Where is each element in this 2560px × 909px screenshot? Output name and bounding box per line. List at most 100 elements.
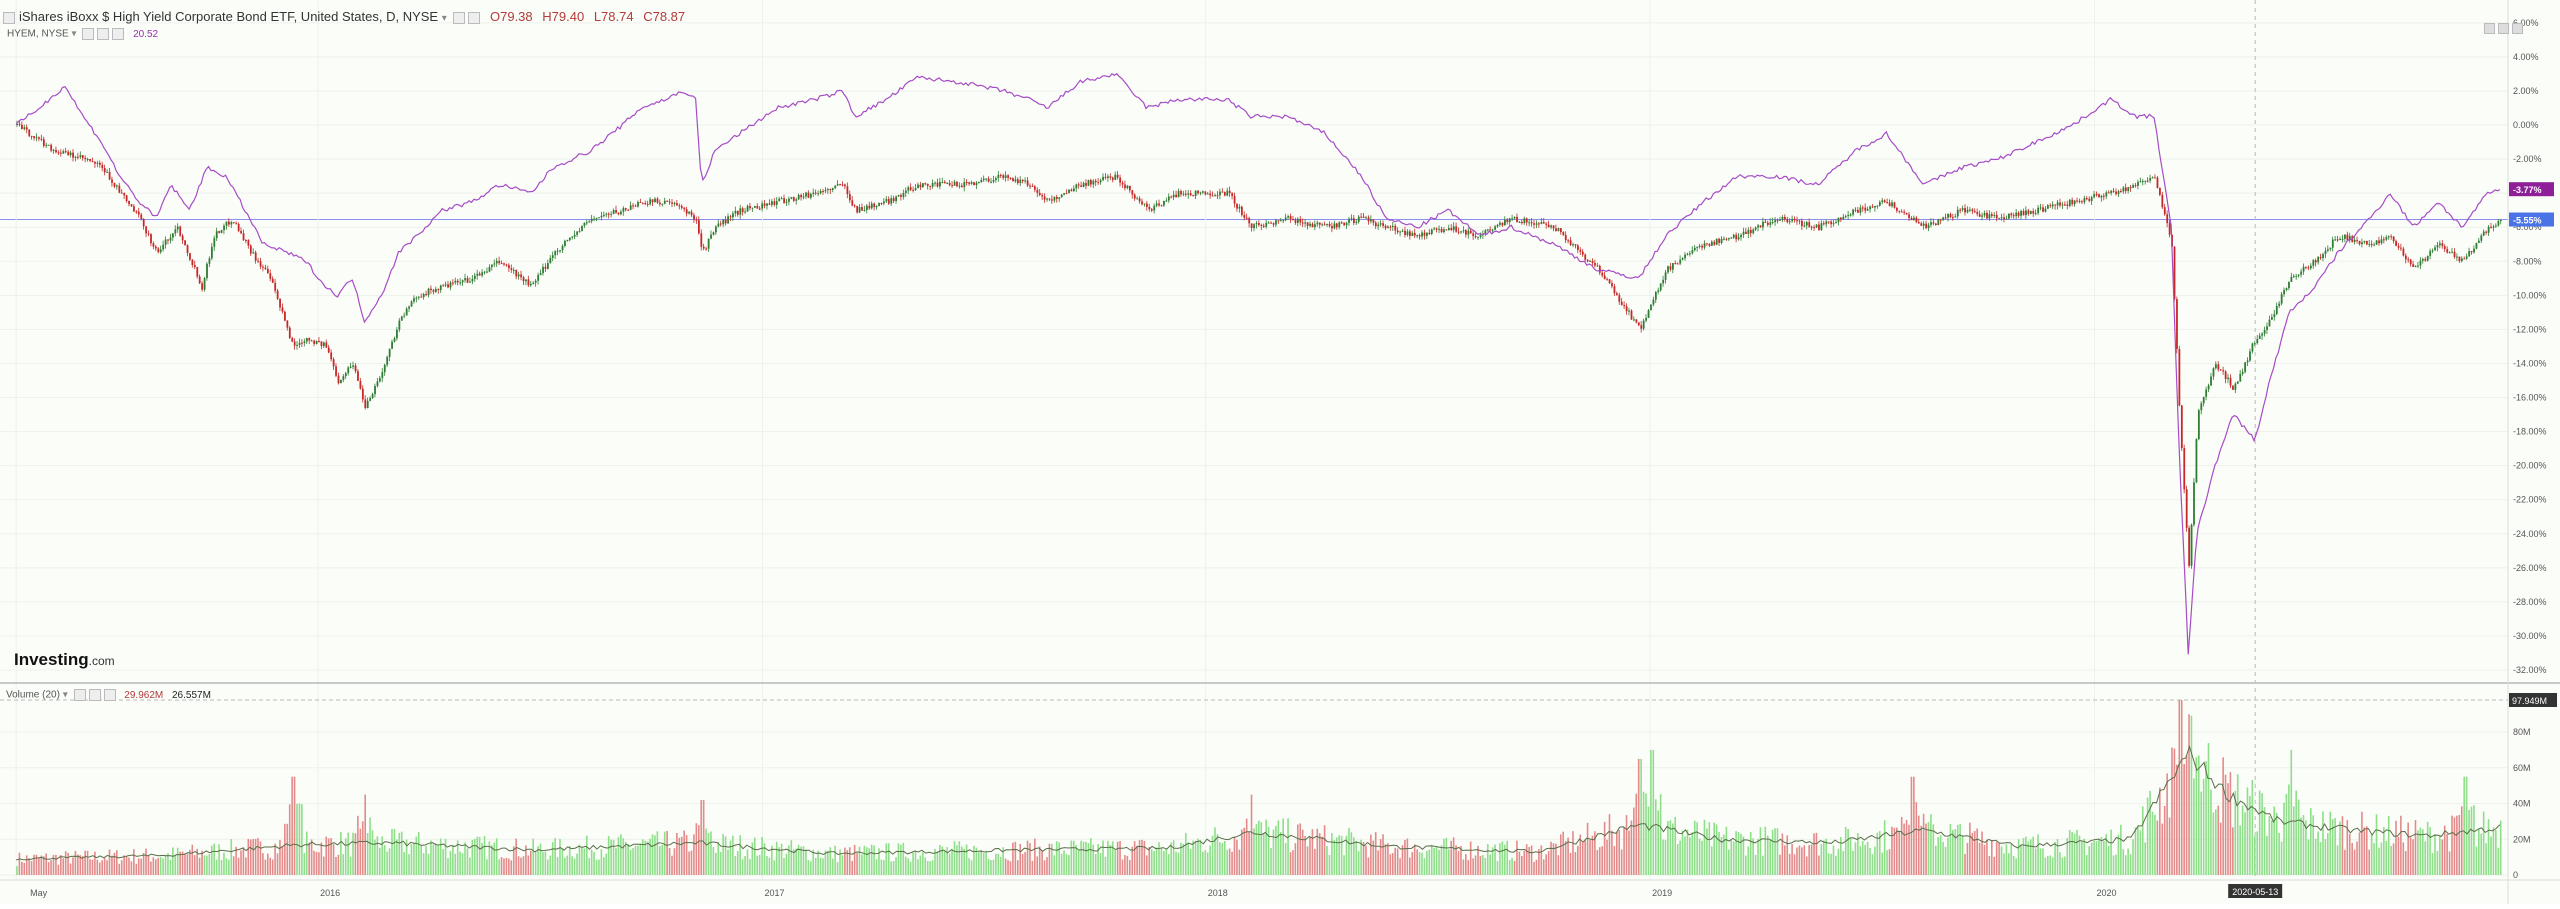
candle-body xyxy=(532,282,535,284)
volume-bar xyxy=(2271,820,2273,875)
candle-body xyxy=(308,338,311,341)
settings-icon[interactable] xyxy=(97,28,110,40)
candle-body xyxy=(1223,192,1226,196)
candle-body xyxy=(963,182,966,188)
candle-body xyxy=(1350,218,1353,220)
candle-body xyxy=(481,272,484,276)
candle-body xyxy=(364,399,367,408)
close-icon[interactable] xyxy=(468,11,481,24)
candle-body xyxy=(2071,199,2074,205)
maximize-pane-icon[interactable] xyxy=(2484,23,2495,34)
candle-body xyxy=(919,184,922,188)
close-pane-icon[interactable] xyxy=(2512,23,2523,34)
candle-body xyxy=(2439,243,2441,246)
candle-body xyxy=(2064,204,2066,206)
candle-body xyxy=(2322,254,2324,259)
volume-bar xyxy=(1087,843,1090,875)
candle-body xyxy=(1128,185,1131,191)
candle-body xyxy=(1396,230,1399,233)
volume-bar xyxy=(892,861,895,875)
volume-bar xyxy=(1379,839,1382,875)
volume-bar xyxy=(179,851,181,875)
candle-body xyxy=(680,206,683,208)
candle-body xyxy=(1167,196,1170,201)
candle-body xyxy=(456,280,459,283)
volume-bar xyxy=(1971,832,1974,875)
volume-bar xyxy=(240,850,242,875)
volume-bar xyxy=(79,855,82,875)
collapse-pane-icon[interactable] xyxy=(2498,23,2509,34)
candle-body xyxy=(856,206,859,213)
candle-body xyxy=(1265,222,1268,227)
candle-body xyxy=(1908,214,1910,218)
volume-bar xyxy=(603,857,605,875)
candle-body xyxy=(2448,252,2451,254)
candle-body xyxy=(264,267,267,270)
volume-bar xyxy=(1776,828,1779,875)
candle-body xyxy=(2229,377,2232,386)
volume-bar xyxy=(347,832,349,875)
eye-icon[interactable] xyxy=(82,28,95,40)
volume-bar xyxy=(529,850,532,875)
volume-bar xyxy=(705,828,707,875)
candle-body xyxy=(288,327,291,339)
candle-body xyxy=(1757,225,1760,228)
candle-body xyxy=(2029,211,2032,214)
volume-bar xyxy=(527,855,530,875)
main-legend: iShares iBoxx $ High Yield Corporate Bon… xyxy=(3,9,685,24)
volume-bar xyxy=(1258,820,1260,875)
volume-bar xyxy=(1486,844,1489,875)
volume-bar xyxy=(1090,838,1092,875)
volume-bar xyxy=(1182,843,1185,875)
candle-body xyxy=(1048,198,1051,200)
candle-body xyxy=(1387,226,1389,229)
volume-bar xyxy=(2137,825,2139,875)
volume-bar xyxy=(668,848,671,875)
settings-icon[interactable] xyxy=(88,689,101,701)
volume-bar xyxy=(802,846,805,875)
close-icon[interactable] xyxy=(103,689,116,701)
candle-body xyxy=(1331,226,1333,229)
x-tick-label: May xyxy=(30,888,48,898)
volume-bar xyxy=(856,853,858,875)
candle-body xyxy=(137,211,140,215)
eye-icon[interactable] xyxy=(73,689,86,701)
settings-icon[interactable] xyxy=(453,11,466,24)
candle-body xyxy=(861,207,863,211)
candle-body xyxy=(1844,215,1847,217)
chevron-down-icon[interactable]: ▾ xyxy=(71,28,77,40)
volume-bar xyxy=(1718,831,1720,875)
volume-bar xyxy=(846,850,849,875)
candle-body xyxy=(1664,272,1667,280)
volume-bar xyxy=(2378,847,2380,875)
chevron-down-icon[interactable]: ▾ xyxy=(62,689,68,701)
volume-bar xyxy=(999,856,1002,875)
volume-bar xyxy=(1107,840,1109,875)
volume-bar xyxy=(1713,822,1715,875)
candle-body xyxy=(291,338,294,342)
hyg-last-badge-bg xyxy=(2509,212,2554,227)
volume-bar xyxy=(2292,806,2295,875)
volume-bar xyxy=(693,834,695,875)
candle-body xyxy=(232,222,235,224)
candle-body xyxy=(1170,196,1173,198)
volume-bar xyxy=(1640,758,1642,875)
volume-bar xyxy=(427,853,430,875)
collapse-icon[interactable] xyxy=(3,11,15,24)
volume-bar xyxy=(934,848,936,875)
volume-bar xyxy=(1732,841,1735,875)
candle-body xyxy=(931,182,934,187)
volume-bar xyxy=(2127,848,2129,875)
volume-bar xyxy=(2341,816,2344,875)
chevron-down-icon[interactable]: ▾ xyxy=(441,13,447,24)
candle-body xyxy=(603,214,605,216)
candle-body xyxy=(2392,236,2395,242)
candle-body xyxy=(2054,204,2057,206)
candle-body xyxy=(987,178,990,182)
candle-body xyxy=(162,244,165,250)
candle-body xyxy=(388,348,391,357)
close-icon[interactable] xyxy=(112,28,125,40)
